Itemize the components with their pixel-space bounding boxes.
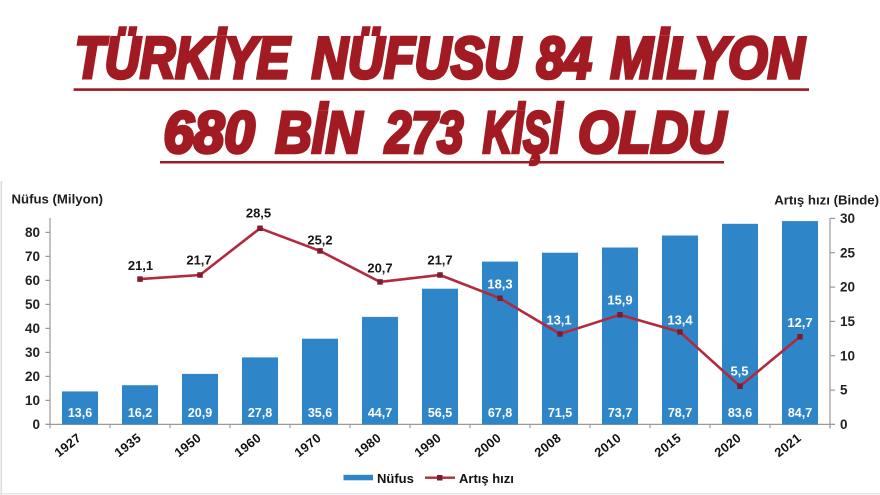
- svg-text:13,6: 13,6: [68, 406, 92, 420]
- svg-text:84,7: 84,7: [788, 406, 812, 420]
- svg-text:15: 15: [840, 314, 856, 329]
- svg-text:1935: 1935: [112, 431, 144, 460]
- svg-text:30: 30: [840, 211, 855, 226]
- svg-text:67,8: 67,8: [488, 406, 512, 420]
- svg-text:Nüfus: Nüfus: [377, 471, 414, 486]
- svg-text:12,7: 12,7: [787, 315, 812, 330]
- svg-text:1980: 1980: [352, 431, 384, 460]
- svg-text:10: 10: [840, 348, 855, 363]
- svg-text:20: 20: [25, 369, 40, 384]
- svg-text:60: 60: [25, 273, 40, 288]
- svg-text:680: 680: [164, 100, 255, 165]
- svg-text:78,7: 78,7: [668, 406, 692, 420]
- svg-text:25,2: 25,2: [307, 233, 332, 248]
- svg-text:73,7: 73,7: [608, 406, 632, 420]
- svg-text:35,6: 35,6: [308, 406, 332, 420]
- svg-text:21,7: 21,7: [427, 253, 452, 268]
- svg-text:2008: 2008: [532, 431, 564, 460]
- svg-text:13,4: 13,4: [667, 313, 693, 328]
- svg-text:1927: 1927: [52, 431, 84, 460]
- svg-text:MİLYON: MİLYON: [611, 26, 806, 91]
- svg-text:18,3: 18,3: [487, 277, 512, 292]
- svg-text:1970: 1970: [292, 431, 324, 460]
- svg-text:44,7: 44,7: [368, 406, 392, 420]
- svg-text:25: 25: [840, 245, 856, 260]
- svg-text:28,5: 28,5: [246, 206, 271, 221]
- svg-text:0: 0: [32, 417, 40, 432]
- svg-text:10: 10: [25, 393, 40, 408]
- svg-text:1960: 1960: [232, 431, 264, 460]
- svg-text:2015: 2015: [652, 431, 684, 460]
- svg-text:1950: 1950: [172, 431, 204, 460]
- svg-text:15,9: 15,9: [607, 293, 632, 308]
- svg-text:NÜFUSU: NÜFUSU: [312, 27, 522, 91]
- svg-text:50: 50: [25, 297, 40, 312]
- svg-text:21,7: 21,7: [186, 253, 211, 268]
- svg-text:5,5: 5,5: [730, 364, 748, 379]
- svg-text:2010: 2010: [592, 431, 624, 460]
- svg-text:27,8: 27,8: [248, 406, 272, 420]
- svg-text:21,1: 21,1: [128, 258, 153, 273]
- svg-text:70: 70: [25, 249, 40, 264]
- svg-text:13,1: 13,1: [546, 313, 571, 328]
- svg-text:2000: 2000: [472, 431, 504, 460]
- svg-text:20: 20: [840, 280, 855, 295]
- svg-text:2021: 2021: [772, 431, 804, 460]
- svg-text:KİŞİ: KİŞİ: [483, 100, 564, 165]
- svg-text:30: 30: [25, 345, 40, 360]
- svg-text:83,6: 83,6: [728, 406, 752, 420]
- svg-text:Artış hızı: Artış hızı: [459, 471, 514, 486]
- svg-text:OLDU: OLDU: [578, 100, 727, 165]
- svg-text:BİN: BİN: [276, 101, 364, 165]
- svg-text:71,5: 71,5: [548, 406, 572, 420]
- svg-text:5: 5: [840, 383, 848, 398]
- svg-text:20,7: 20,7: [367, 261, 392, 276]
- svg-text:273: 273: [384, 101, 463, 166]
- svg-text:40: 40: [25, 321, 40, 336]
- svg-text:Artış hızı (Binde): Artış hızı (Binde): [774, 193, 879, 208]
- svg-text:0: 0: [840, 417, 848, 432]
- svg-text:TÜRKİYE: TÜRKİYE: [75, 26, 292, 91]
- svg-text:16,2: 16,2: [128, 406, 152, 420]
- svg-text:84: 84: [537, 26, 592, 90]
- svg-text:Nüfus (Milyon): Nüfus (Milyon): [12, 192, 104, 207]
- svg-text:80: 80: [25, 225, 40, 240]
- svg-text:20,9: 20,9: [188, 406, 212, 420]
- svg-text:1990: 1990: [412, 431, 444, 460]
- svg-text:56,5: 56,5: [428, 406, 452, 420]
- svg-text:2020: 2020: [712, 431, 744, 460]
